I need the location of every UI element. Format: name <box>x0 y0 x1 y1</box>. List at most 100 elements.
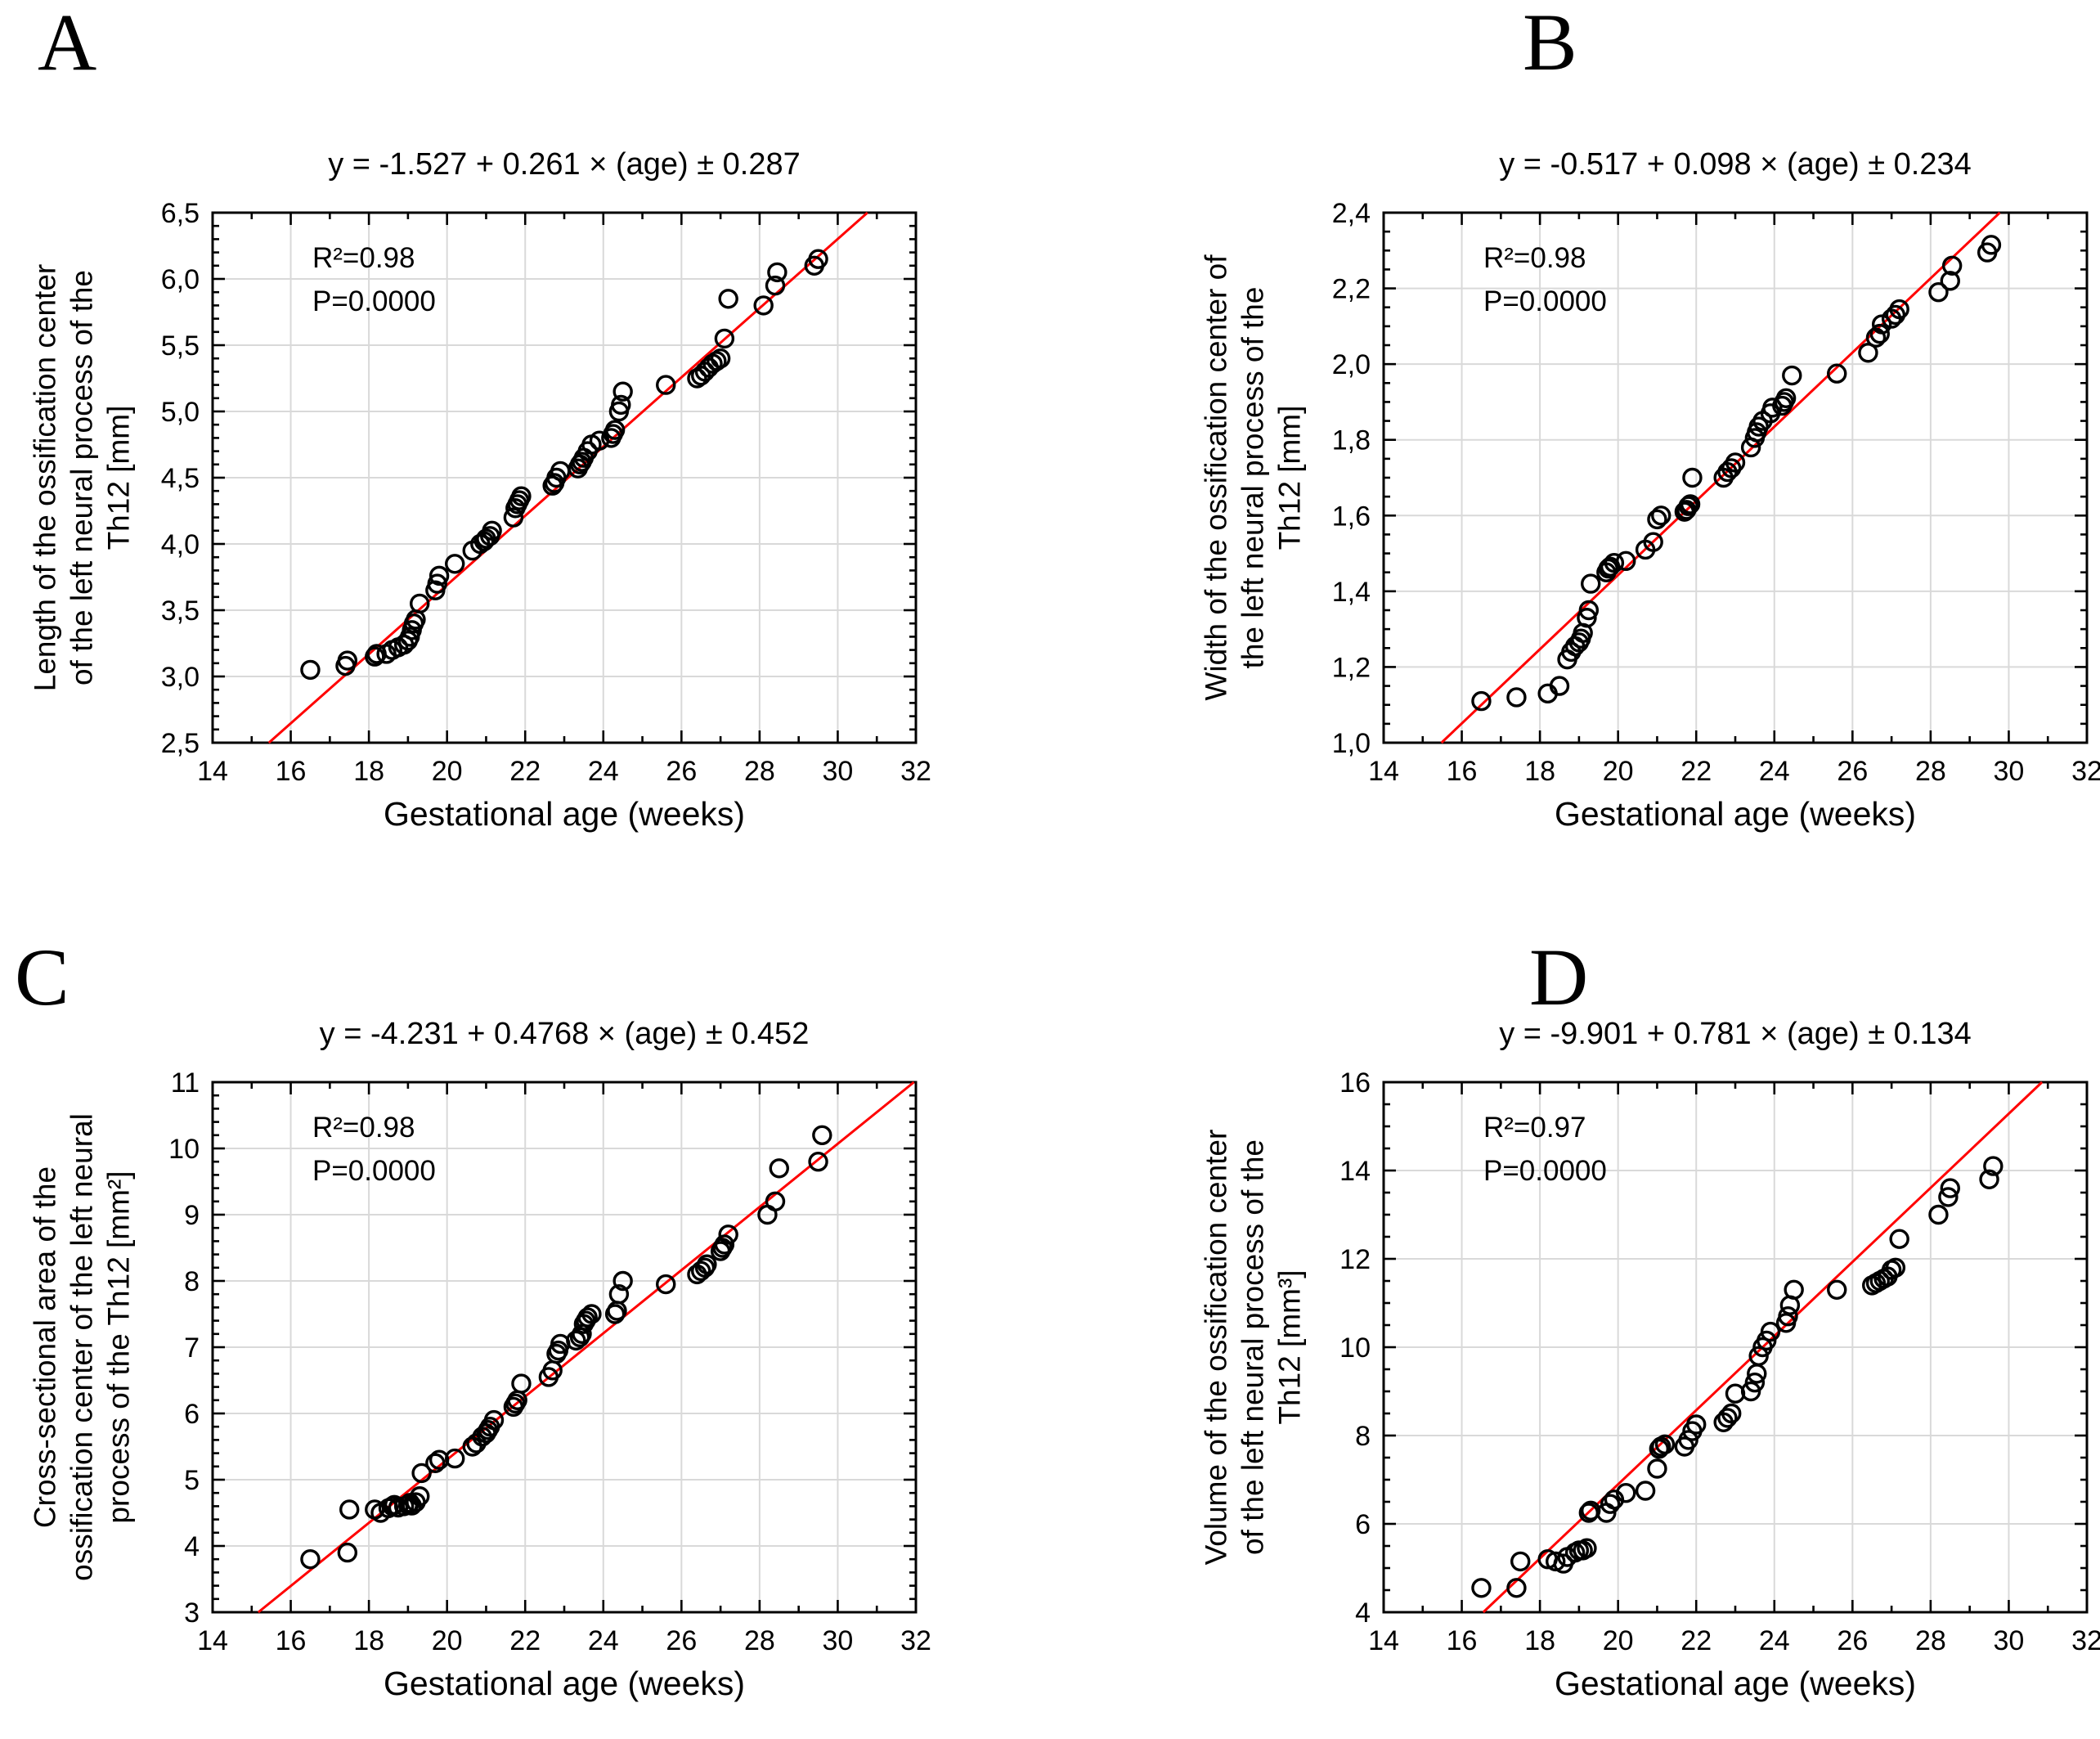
svg-text:6: 6 <box>1355 1509 1371 1540</box>
svg-text:2,5: 2,5 <box>161 728 200 759</box>
svg-text:2,0: 2,0 <box>1332 349 1371 380</box>
svg-text:24: 24 <box>588 1625 619 1656</box>
svg-text:6,0: 6,0 <box>161 264 200 295</box>
r-squared-value: R²=0.98 <box>1483 242 1586 274</box>
svg-text:8: 8 <box>1355 1421 1371 1452</box>
fit-statistics: R²=0.98 P=0.0000 <box>312 1107 436 1193</box>
svg-text:30: 30 <box>1994 1625 2025 1656</box>
scatter-plot-volume: 14 16 18 20 22 24 26 28 30 32 4 6 8 10 12 14 16 <box>1339 1067 2100 1656</box>
y-axis-label: Volume of the ossification center of the… <box>1199 1129 1307 1566</box>
p-value: P=0.0000 <box>312 1154 436 1187</box>
svg-text:22: 22 <box>1680 756 1712 787</box>
svg-text:26: 26 <box>666 756 697 787</box>
svg-text:3: 3 <box>184 1597 200 1629</box>
fit-statistics: R²=0.98 P=0.0000 <box>1483 237 1607 323</box>
svg-text:16: 16 <box>1447 1625 1478 1656</box>
scatter-plot-length: 14 16 18 20 22 24 26 28 30 32 2,5 3,0 3,5 4,0 4,5 5,0 5,… <box>161 198 931 787</box>
svg-text:14: 14 <box>1368 1625 1399 1656</box>
r-squared-value: R²=0.98 <box>312 1112 415 1144</box>
svg-text:24: 24 <box>1759 756 1790 787</box>
x-axis-label: Gestational age (weeks) <box>383 1665 746 1702</box>
svg-text:14: 14 <box>197 1625 228 1656</box>
svg-text:30: 30 <box>1994 756 2025 787</box>
svg-text:20: 20 <box>432 756 463 787</box>
svg-text:9: 9 <box>184 1200 200 1231</box>
svg-text:26: 26 <box>666 1625 697 1656</box>
svg-text:30: 30 <box>823 1625 854 1656</box>
svg-text:20: 20 <box>1603 756 1634 787</box>
y-axis-label: Cross-sectional area of the ossification… <box>28 1113 136 1581</box>
panel-letter: D <box>1529 932 1589 1022</box>
svg-text:26: 26 <box>1837 1625 1868 1656</box>
panel-c: 14 16 18 20 22 24 26 28 30 32 3 4 5 6 7 8 9 10 11 C y = -4… <box>0 870 1050 1739</box>
fit-statistics: R²=0.98 P=0.0000 <box>312 237 436 323</box>
svg-text:22: 22 <box>509 756 541 787</box>
svg-text:8: 8 <box>184 1266 200 1297</box>
svg-text:1,4: 1,4 <box>1332 577 1371 608</box>
svg-text:28: 28 <box>744 756 775 787</box>
svg-text:16: 16 <box>276 756 307 787</box>
svg-text:32: 32 <box>2071 1625 2100 1656</box>
svg-text:10: 10 <box>1339 1332 1371 1364</box>
scatter-plot-width: 14 16 18 20 22 24 26 28 30 32 1,0 1,2 1,4 1,6 1,8 2,0 2,… <box>1332 198 2100 787</box>
svg-text:16: 16 <box>1447 756 1478 787</box>
svg-text:4,5: 4,5 <box>161 463 200 494</box>
svg-text:12: 12 <box>1339 1244 1371 1275</box>
svg-text:4: 4 <box>184 1531 200 1562</box>
svg-text:14: 14 <box>1339 1156 1371 1187</box>
p-value: P=0.0000 <box>312 285 436 317</box>
svg-text:20: 20 <box>1603 1625 1634 1656</box>
panel-letter: C <box>15 932 70 1022</box>
svg-text:16: 16 <box>276 1625 307 1656</box>
svg-text:24: 24 <box>588 756 619 787</box>
p-value: P=0.0000 <box>1483 285 1607 317</box>
y-axis-label: Length of the ossification center of the… <box>28 263 136 692</box>
x-axis-label: Gestational age (weeks) <box>383 795 746 833</box>
svg-text:4: 4 <box>1355 1597 1371 1629</box>
regression-equation: y = -9.901 + 0.781 × (age) ± 0.134 <box>1499 1017 1972 1051</box>
panel-letter: A <box>38 0 97 88</box>
svg-text:5,0: 5,0 <box>161 397 200 428</box>
svg-text:32: 32 <box>900 756 931 787</box>
svg-text:5: 5 <box>184 1465 200 1496</box>
svg-text:18: 18 <box>1524 1625 1555 1656</box>
regression-equation: y = -0.517 + 0.098 × (age) ± 0.234 <box>1499 147 1972 182</box>
svg-text:1,6: 1,6 <box>1332 501 1371 532</box>
p-value: P=0.0000 <box>1483 1154 1607 1187</box>
svg-text:18: 18 <box>1524 756 1555 787</box>
svg-text:22: 22 <box>509 1625 541 1656</box>
fit-statistics: R²=0.97 P=0.0000 <box>1483 1107 1607 1193</box>
svg-text:22: 22 <box>1680 1625 1712 1656</box>
svg-text:2,4: 2,4 <box>1332 198 1371 229</box>
svg-text:28: 28 <box>1915 1625 1946 1656</box>
svg-text:11: 11 <box>171 1067 200 1099</box>
svg-text:14: 14 <box>1368 756 1399 787</box>
svg-text:26: 26 <box>1837 756 1868 787</box>
y-axis-label: Width of the ossification center of the … <box>1199 254 1307 701</box>
svg-text:6,5: 6,5 <box>161 198 200 229</box>
x-axis-label: Gestational age (weeks) <box>1554 1665 1917 1702</box>
panel-d: 14 16 18 20 22 24 26 28 30 32 4 6 8 10 12 14 16 D y = -9… <box>1050 870 2100 1739</box>
panel-letter: B <box>1523 0 1577 88</box>
svg-text:28: 28 <box>1915 756 1946 787</box>
svg-text:16: 16 <box>1339 1067 1371 1099</box>
svg-text:32: 32 <box>2071 756 2100 787</box>
svg-text:6: 6 <box>184 1399 200 1430</box>
svg-text:28: 28 <box>744 1625 775 1656</box>
svg-text:32: 32 <box>900 1625 931 1656</box>
svg-text:10: 10 <box>168 1134 200 1165</box>
regression-equation: y = -4.231 + 0.4768 × (age) ± 0.452 <box>319 1017 810 1051</box>
svg-text:5,5: 5,5 <box>161 330 200 362</box>
panel-b: 14 16 18 20 22 24 26 28 30 32 1,0 1,2 1,4 1,6 1,8 2,0 2,… <box>1050 0 2100 870</box>
svg-text:4,0: 4,0 <box>161 529 200 560</box>
svg-text:1,0: 1,0 <box>1332 728 1371 759</box>
svg-text:1,2: 1,2 <box>1332 652 1371 683</box>
svg-text:2,2: 2,2 <box>1332 274 1371 305</box>
r-squared-value: R²=0.98 <box>312 242 415 274</box>
svg-text:18: 18 <box>353 1625 384 1656</box>
svg-text:30: 30 <box>823 756 854 787</box>
svg-text:20: 20 <box>432 1625 463 1656</box>
svg-text:18: 18 <box>353 756 384 787</box>
svg-text:14: 14 <box>197 756 228 787</box>
